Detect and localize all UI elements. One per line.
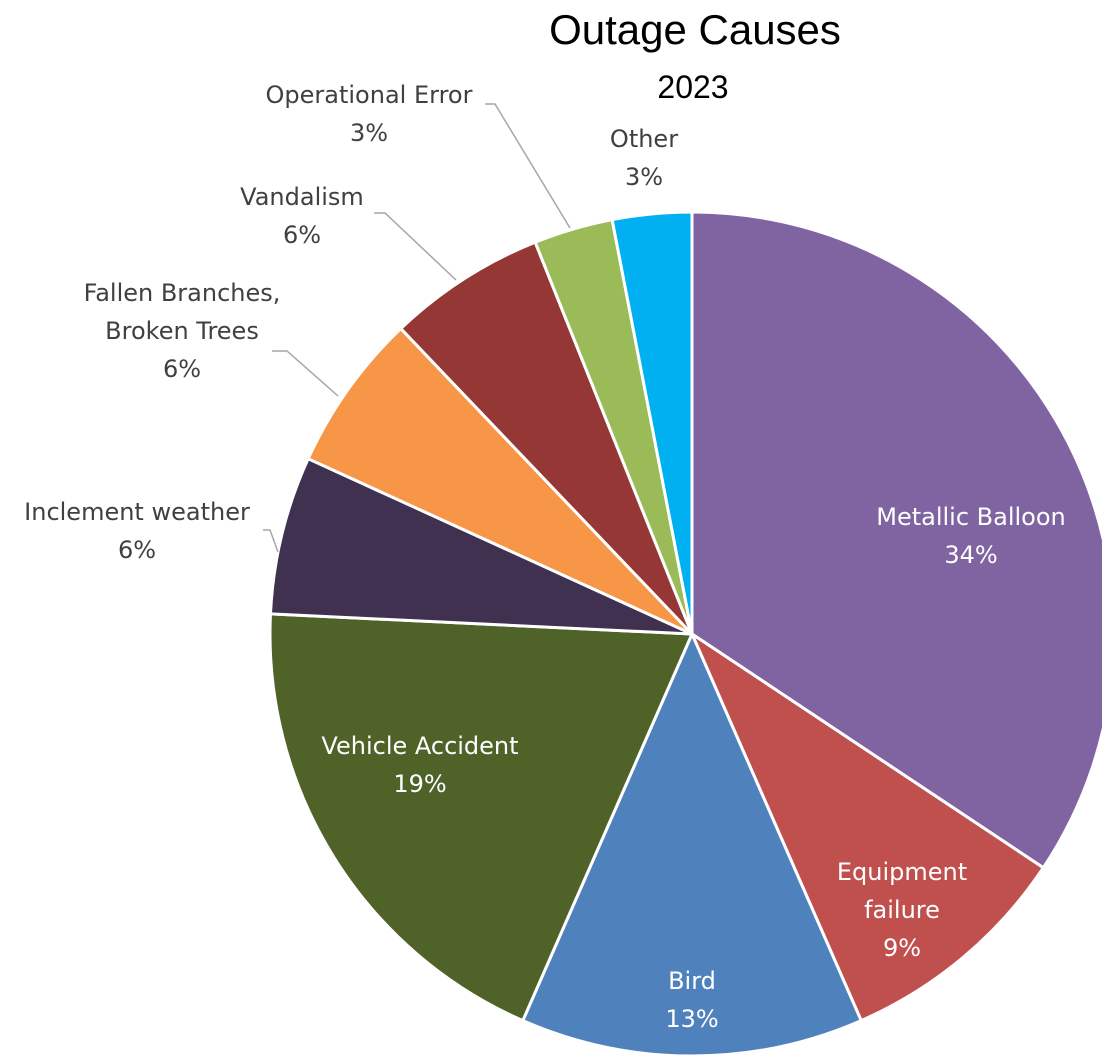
pie-slice-other (610, 210, 694, 636)
leader-line (374, 212, 457, 281)
pie-slices (268, 210, 1102, 1055)
leader-line (263, 529, 279, 553)
slice-label-vandalism: Vandalism 6% (240, 183, 364, 249)
slice-label-inclement-weather: Inclement weather 6% (24, 498, 250, 564)
leader-line (485, 103, 571, 229)
slice-label-other: Other 3% (610, 125, 678, 191)
slice-label-bird: Bird 13% (665, 967, 718, 1033)
pie-slice-vehicle-accident (268, 612, 694, 1023)
pie-slice-equipment-failure (690, 632, 1045, 1023)
leader-lines (263, 103, 571, 553)
slice-label-vehicle-accident: Vehicle Accident 19% (321, 732, 518, 798)
pie-slice-vandalism (399, 240, 694, 636)
pie-slice-fallen-branches-broken-trees (306, 327, 694, 636)
slice-labels: Metallic Balloon 34% Equipment failure 9% Bir… (24, 81, 1066, 1033)
pie-slice-metallic-balloon (690, 210, 1102, 870)
pie-slice-inclement-weather (268, 457, 694, 636)
slice-label-fallen-branches-broken-trees: Fallen Branches, Broken Trees 6% (84, 279, 281, 383)
slice-label-metallic-balloon: Metallic Balloon 34% (876, 503, 1066, 569)
pie-slice-bird (521, 632, 863, 1055)
slice-label-equipment-failure: Equipment failure 9% (837, 858, 967, 962)
slice-label-operational-error: Operational Error 3% (266, 81, 473, 147)
leader-line (272, 350, 339, 397)
chart-subtitle: 2023 (657, 69, 728, 105)
chart-title: Outage Causes (549, 6, 841, 53)
